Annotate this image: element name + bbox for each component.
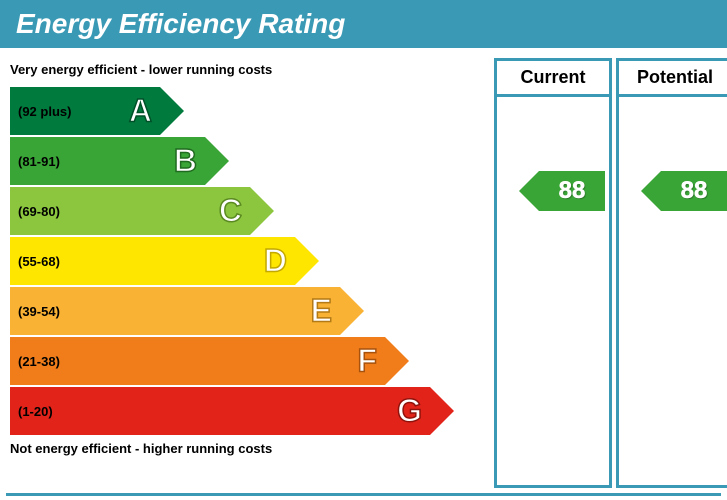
bar-letter: G: [397, 393, 422, 430]
rating-arrow: 88: [519, 171, 605, 211]
bar-range: (69-80): [18, 204, 60, 219]
bar-range: (21-38): [18, 354, 60, 369]
bar-letter: C: [219, 193, 242, 230]
rating-bar-e: (39-54) E: [10, 287, 340, 335]
bar-letter: A: [129, 93, 152, 130]
epc-chart: Energy Efficiency Rating Very energy eff…: [0, 0, 727, 500]
bar-letter: B: [174, 143, 197, 180]
bottom-border: [6, 493, 721, 496]
rating-bars: (92 plus) A (81-91) B (69-80) C (55-68) D (39-54…: [10, 87, 430, 435]
rating-bar-f: (21-38) F: [10, 337, 385, 385]
bar-range: (92 plus): [18, 104, 71, 119]
column-header: Current: [497, 61, 609, 97]
bars-panel: Very energy efficient - lower running co…: [10, 58, 430, 488]
bar-letter: D: [264, 243, 287, 280]
rating-arrow: 88: [641, 171, 727, 211]
bar-range: (81-91): [18, 154, 60, 169]
bar-range: (1-20): [18, 404, 53, 419]
rating-bar-b: (81-91) B: [10, 137, 205, 185]
value-columns: Current 88 Potential 88: [490, 58, 727, 488]
bar-letter: E: [311, 293, 332, 330]
rating-value: 88: [661, 171, 727, 211]
rating-value: 88: [539, 171, 605, 211]
rating-bar-d: (55-68) D: [10, 237, 295, 285]
bar-range: (39-54): [18, 304, 60, 319]
chart-title: Energy Efficiency Rating: [0, 0, 727, 48]
rating-bar-a: (92 plus) A: [10, 87, 160, 135]
chart-body: Very energy efficient - lower running co…: [0, 48, 727, 488]
caption-bottom: Not energy efficient - higher running co…: [10, 441, 430, 456]
bar-letter: F: [357, 343, 377, 380]
rating-bar-c: (69-80) C: [10, 187, 250, 235]
column-potential: Potential 88: [616, 58, 727, 488]
rating-bar-g: (1-20) G: [10, 387, 430, 435]
column-current: Current 88: [494, 58, 612, 488]
column-header: Potential: [619, 61, 727, 97]
column-body: 88: [497, 97, 609, 477]
bar-range: (55-68): [18, 254, 60, 269]
column-body: 88: [619, 97, 727, 477]
caption-top: Very energy efficient - lower running co…: [10, 62, 430, 77]
